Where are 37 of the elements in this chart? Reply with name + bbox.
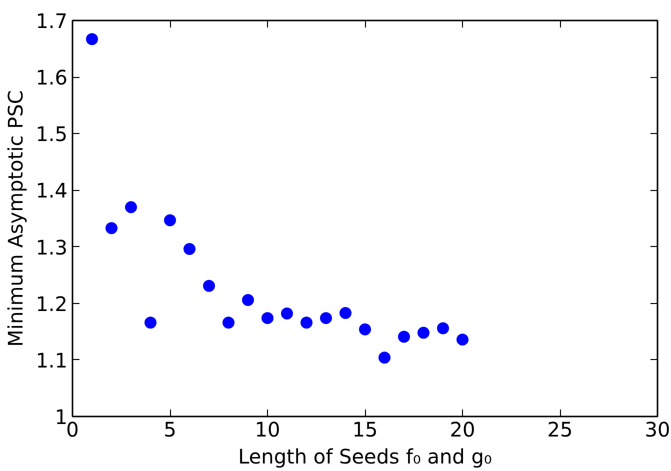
point	[437, 322, 449, 334]
point	[164, 214, 176, 226]
point	[125, 201, 137, 214]
point	[359, 323, 371, 336]
point	[398, 330, 410, 343]
point	[456, 334, 468, 346]
point	[281, 308, 293, 320]
point	[203, 280, 215, 292]
x-axis-title: Length of Seeds f₀ and g₀	[238, 444, 492, 468]
point	[262, 312, 274, 324]
y-tick-label: 1	[54, 405, 68, 429]
point	[86, 33, 98, 46]
x-tick-label: 10	[254, 418, 280, 442]
x-tick-label: 5	[164, 418, 176, 442]
y-tick-label: 1.2	[36, 292, 68, 316]
x-tick-label: 25	[547, 418, 573, 442]
y-tick-label: 1.6	[36, 66, 68, 90]
y-tick-label: 1.5	[36, 122, 68, 146]
point	[242, 294, 254, 306]
point	[144, 316, 156, 329]
y-tick-label: 1.1	[36, 348, 68, 372]
point	[184, 243, 196, 256]
point	[340, 306, 352, 319]
x-tick-label: 0	[66, 418, 79, 442]
x-tick-label: 15	[352, 418, 378, 442]
x-tick-label: 30	[644, 418, 670, 442]
point	[320, 312, 332, 324]
point	[378, 352, 390, 364]
y-tick-label: 1.4	[36, 178, 68, 203]
point	[418, 326, 430, 339]
y-tick-label: 1.7	[36, 9, 68, 33]
x-tick-label: 20	[450, 418, 476, 442]
point	[222, 316, 234, 329]
y-axis-title: Minimum Asymptotic PSC	[4, 90, 28, 347]
point	[106, 222, 118, 234]
y-tick-label: 1.3	[36, 235, 68, 260]
point	[300, 316, 312, 329]
